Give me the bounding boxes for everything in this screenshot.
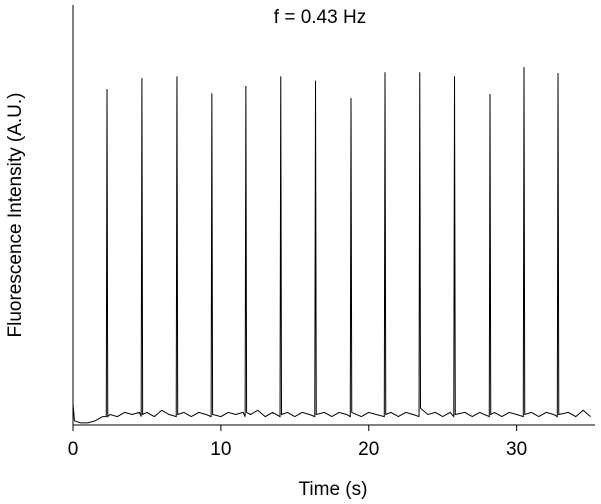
- x-axis-label: Time (s): [299, 479, 368, 500]
- annotation: f = 0.43 Hz: [274, 7, 366, 28]
- x-tick-label: 20: [358, 439, 379, 460]
- data-line: [72, 67, 591, 424]
- x-tick-label: 30: [506, 439, 527, 460]
- x-tick-label: 0: [68, 439, 79, 460]
- x-tick-label: 10: [210, 439, 231, 460]
- y-axis-label: Fluorescence Intensity (A.U.): [5, 93, 26, 338]
